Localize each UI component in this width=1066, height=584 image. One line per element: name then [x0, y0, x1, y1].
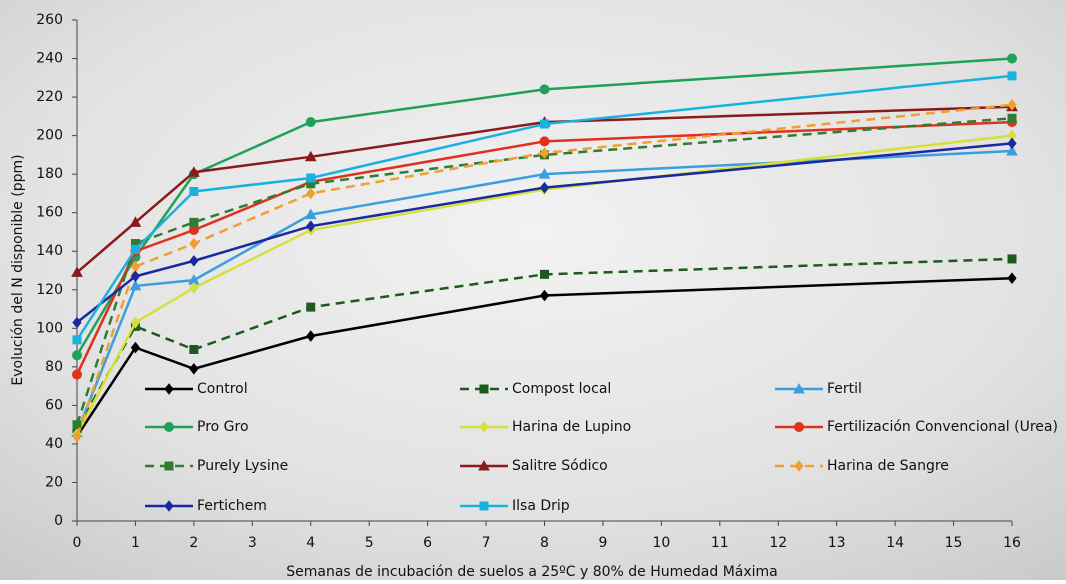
data-point	[1008, 114, 1016, 122]
data-point	[540, 137, 549, 146]
x-tick-label: 11	[711, 535, 729, 551]
x-tick-label: 14	[886, 535, 904, 551]
data-point	[541, 120, 549, 128]
data-point	[1008, 54, 1017, 63]
chart: Semanas de incubación de suelos a 25ºC y…	[0, 0, 1066, 580]
y-tick-label: 80	[45, 359, 63, 375]
x-tick-label: 6	[423, 535, 432, 551]
legend-label: Salitre Sódico	[512, 458, 608, 474]
legend-label: Fertilización Convencional (Urea)	[827, 419, 1058, 435]
legend-label: Control	[197, 381, 248, 397]
x-tick-label: 9	[598, 535, 607, 551]
legend-label: Compost local	[512, 381, 611, 397]
legend-label: Harina de Lupino	[512, 419, 631, 435]
data-point	[1008, 255, 1016, 263]
y-tick-label: 40	[45, 436, 63, 452]
y-tick-label: 100	[36, 320, 63, 336]
y-tick-label: 20	[45, 474, 63, 490]
data-point	[1008, 72, 1016, 80]
legend-marker	[480, 385, 488, 393]
data-point	[189, 226, 198, 235]
y-tick-label: 200	[36, 128, 63, 144]
data-point	[73, 370, 82, 379]
x-tick-label: 0	[73, 535, 82, 551]
legend-marker	[795, 423, 804, 432]
y-tick-label: 140	[36, 243, 63, 259]
x-tick-label: 8	[540, 535, 549, 551]
x-tick-label: 13	[828, 535, 846, 551]
legend-label: Fertil	[827, 381, 862, 397]
y-tick-label: 240	[36, 51, 63, 67]
x-tick-label: 7	[482, 535, 491, 551]
data-point	[540, 85, 549, 94]
y-tick-label: 220	[36, 89, 63, 105]
x-tick-label: 3	[248, 535, 257, 551]
legend-label: Fertichem	[197, 498, 267, 514]
legend-label: Pro Gro	[197, 419, 249, 435]
data-point	[73, 351, 82, 360]
data-point	[307, 174, 315, 182]
data-point	[190, 187, 198, 195]
legend-label: Purely Lysine	[197, 458, 288, 474]
y-tick-label: 60	[45, 397, 63, 413]
x-tick-label: 10	[652, 535, 670, 551]
x-axis-label: Semanas de incubación de suelos a 25ºC y…	[286, 564, 778, 580]
legend-marker	[480, 502, 488, 510]
legend-label: Harina de Sangre	[827, 458, 949, 474]
data-point	[73, 421, 81, 429]
y-tick-label: 120	[36, 282, 63, 298]
x-tick-label: 2	[189, 535, 198, 551]
legend-label: Ilsa Drip	[512, 498, 570, 514]
data-point	[306, 118, 315, 127]
x-tick-label: 15	[945, 535, 963, 551]
x-tick-label: 4	[306, 535, 315, 551]
data-point	[190, 218, 198, 226]
data-point	[190, 346, 198, 354]
y-axis-label: Evolución del N disponible (ppm)	[10, 154, 26, 385]
x-tick-label: 1	[131, 535, 140, 551]
x-tick-label: 5	[365, 535, 374, 551]
y-tick-label: 0	[54, 513, 63, 529]
data-point	[307, 303, 315, 311]
data-point	[541, 270, 549, 278]
legend-marker	[165, 462, 173, 470]
x-tick-label: 16	[1003, 535, 1021, 551]
data-point	[131, 245, 139, 253]
data-point	[73, 336, 81, 344]
x-tick-label: 12	[769, 535, 787, 551]
y-tick-label: 260	[36, 12, 63, 28]
y-tick-label: 160	[36, 205, 63, 221]
y-tick-label: 180	[36, 166, 63, 182]
legend-marker	[165, 423, 174, 432]
